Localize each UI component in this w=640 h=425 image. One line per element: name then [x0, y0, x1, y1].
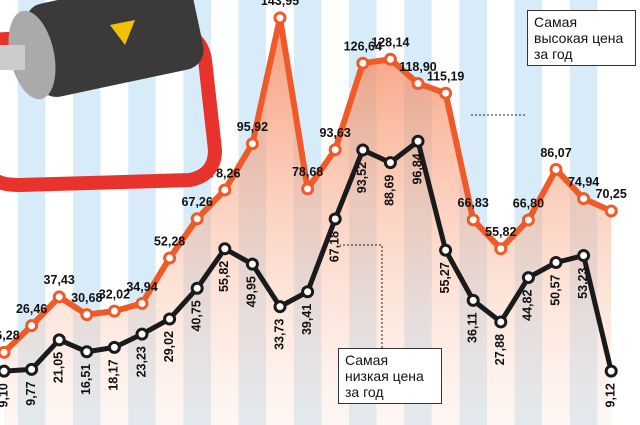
point — [218, 183, 232, 197]
value-label: 16,51 — [79, 364, 93, 395]
point — [273, 300, 287, 314]
point — [411, 76, 425, 90]
value-label: 26,46 — [16, 302, 47, 316]
point — [163, 312, 177, 326]
value-label: 66,80 — [513, 196, 544, 210]
point — [328, 212, 342, 226]
point — [52, 333, 66, 347]
point — [549, 162, 563, 176]
value-label: 52,28 — [154, 234, 185, 248]
point — [549, 256, 563, 270]
area-fill — [4, 17, 612, 425]
point — [0, 345, 11, 359]
value-label: 55,82 — [217, 261, 231, 292]
value-label: 67,18 — [327, 231, 341, 262]
value-label: 36,11 — [465, 312, 479, 343]
point — [218, 242, 232, 256]
value-label: 53,23 — [576, 267, 590, 298]
value-label: 34,94 — [126, 280, 157, 294]
value-label: 128,14 — [371, 36, 409, 50]
value-label: 115,19 — [427, 69, 465, 83]
point — [190, 281, 204, 295]
value-label: 55,82 — [485, 225, 516, 239]
oil-barrel-illustration — [0, 0, 223, 193]
value-label: 118,90 — [399, 60, 437, 74]
point — [0, 364, 11, 378]
stripe — [0, 0, 18, 425]
point — [135, 296, 149, 310]
value-label: 78,68 — [292, 165, 323, 179]
value-label: 55,27 — [438, 262, 452, 293]
point — [356, 143, 370, 157]
point — [273, 11, 287, 25]
point — [411, 134, 425, 148]
annotation-low: Самая низкая цена за год — [338, 348, 442, 404]
point — [301, 285, 315, 299]
value-label: 21,05 — [51, 352, 65, 383]
value-label: 50,57 — [548, 274, 562, 305]
value-label: 74,94 — [568, 175, 599, 189]
point — [107, 304, 121, 318]
value-label: 23,23 — [134, 346, 148, 377]
value-label: 49,95 — [245, 276, 259, 307]
value-label: 96,84 — [410, 153, 424, 184]
value-label: 67,26 — [182, 195, 213, 209]
point — [521, 271, 535, 285]
annotation-high: Самая высокая цена за год — [527, 10, 636, 66]
point — [80, 345, 94, 359]
point — [163, 251, 177, 265]
point — [52, 290, 66, 304]
point — [356, 56, 370, 70]
point — [577, 249, 591, 263]
point — [107, 340, 121, 354]
point — [190, 212, 204, 226]
value-label: 126,64 — [344, 40, 382, 54]
value-label: 40,75 — [189, 300, 203, 331]
value-label: 93,63 — [320, 126, 351, 140]
point — [25, 319, 39, 333]
value-label: 37,43 — [44, 273, 75, 287]
point — [328, 143, 342, 157]
value-label: 39,41 — [300, 304, 314, 335]
point — [383, 52, 397, 66]
value-label: 9,12 — [603, 383, 617, 407]
point — [521, 213, 535, 227]
point — [577, 192, 591, 206]
value-label: 70,25 — [596, 187, 627, 201]
value-label: 66,83 — [458, 196, 489, 210]
point — [245, 257, 259, 271]
point — [439, 86, 453, 100]
value-label: 18,17 — [107, 359, 121, 390]
point — [383, 156, 397, 170]
point — [245, 137, 259, 151]
value-label: 9,77 — [24, 381, 38, 405]
value-label: 143,95 — [261, 0, 299, 8]
point — [604, 364, 618, 378]
point — [604, 204, 618, 218]
value-label: 88,69 — [383, 175, 397, 206]
point — [466, 213, 480, 227]
point — [25, 362, 39, 376]
value-label: 32,02 — [99, 287, 130, 301]
point — [466, 293, 480, 307]
point — [494, 315, 508, 329]
value-label: 33,73 — [272, 319, 286, 350]
value-label: 9,10 — [0, 383, 10, 407]
value-label: 95,92 — [237, 120, 268, 134]
value-label: 86,07 — [540, 146, 571, 160]
point — [135, 327, 149, 341]
value-label: 27,88 — [493, 334, 507, 365]
point — [80, 308, 94, 322]
value-label: 29,02 — [162, 331, 176, 362]
value-label: 16,28 — [0, 329, 20, 343]
value-label: 44,82 — [521, 290, 535, 321]
point — [494, 242, 508, 256]
value-label: 93,52 — [355, 162, 369, 193]
point — [439, 243, 453, 257]
value-label: 30,68 — [71, 291, 102, 305]
point — [301, 182, 315, 196]
